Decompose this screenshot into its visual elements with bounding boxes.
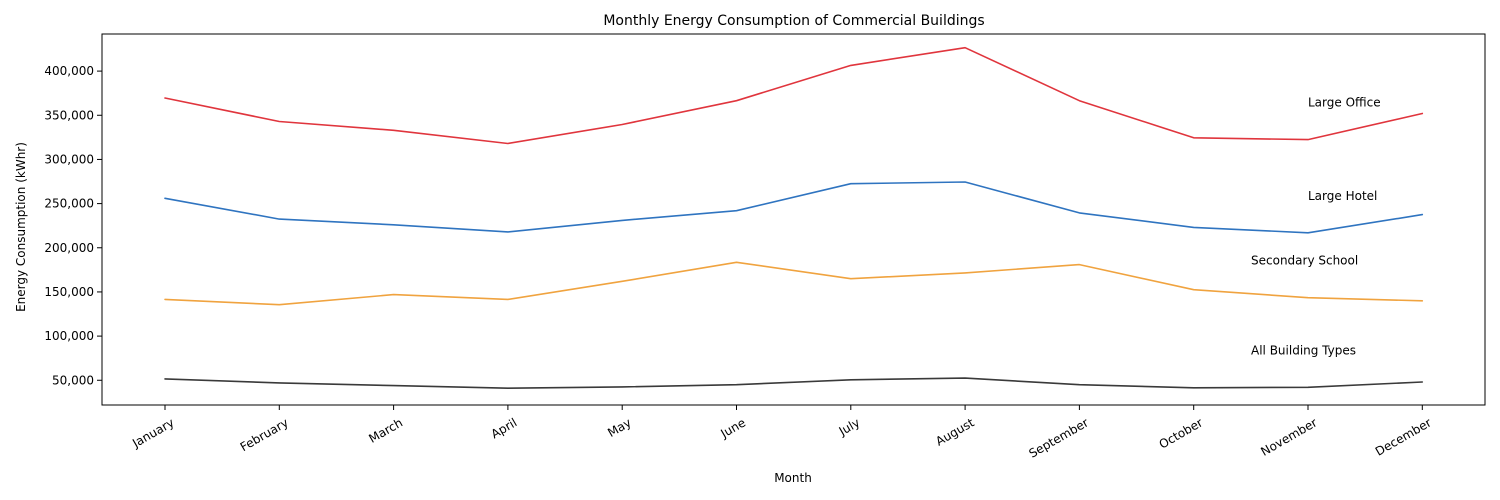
y-tick-label: 50,000 xyxy=(52,373,94,387)
y-tick-label: 400,000 xyxy=(44,64,94,78)
chart-title: Monthly Energy Consumption of Commercial… xyxy=(603,13,984,29)
x-tick-label: May xyxy=(605,415,633,440)
series-label: Secondary School xyxy=(1251,254,1358,268)
x-tick-label: November xyxy=(1258,415,1319,458)
series-line-all-building-types xyxy=(164,377,1424,390)
x-tick-label: October xyxy=(1157,415,1206,451)
series-label: All Building Types xyxy=(1251,343,1356,357)
series-line-large-hotel xyxy=(164,181,1424,234)
x-tick-label: July xyxy=(836,415,863,438)
y-tick-label: 250,000 xyxy=(44,197,94,211)
series-line-large-office xyxy=(164,46,1424,145)
y-axis-label: Energy Consumption (kWhr) xyxy=(14,142,28,312)
y-tick-label: 200,000 xyxy=(44,241,94,255)
plot-area: 50,000 100,000 150,000 200,000 250,000 300,00… xyxy=(44,46,1434,461)
y-tick-label: 300,000 xyxy=(44,152,94,166)
y-tick-label: 100,000 xyxy=(44,329,94,343)
y-tick-label: 350,000 xyxy=(44,108,94,122)
x-tick-label: June xyxy=(717,415,748,441)
y-tick-label: 150,000 xyxy=(44,285,94,299)
x-axis-label: Month xyxy=(774,471,812,485)
x-tick-label: August xyxy=(933,415,977,448)
x-tick-label: January xyxy=(129,415,176,450)
x-tick-label: March xyxy=(366,415,405,445)
x-tick-label: April xyxy=(489,415,520,441)
series-label: Large Office xyxy=(1308,96,1381,110)
x-tick-label: September xyxy=(1026,415,1090,460)
plot-frame xyxy=(101,33,1486,406)
series-line-secondary-school xyxy=(164,261,1424,306)
x-tick-label: December xyxy=(1373,415,1434,458)
x-tick-label: February xyxy=(238,415,291,454)
series-label: Large Hotel xyxy=(1308,189,1377,203)
